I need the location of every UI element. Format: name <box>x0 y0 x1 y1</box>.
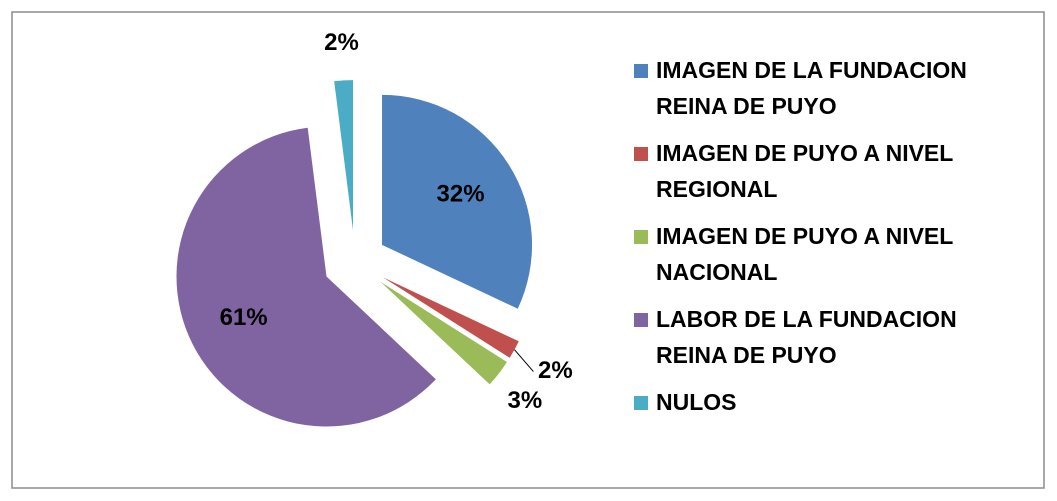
legend-item: NULOS <box>634 384 1014 420</box>
legend-label: LABOR DE LA FUNDACION REINA DE PUYO <box>656 306 957 368</box>
legend-swatch <box>634 64 648 78</box>
data-label: 2% <box>538 357 573 384</box>
pie-slice <box>380 281 507 385</box>
legend-label: IMAGEN DE PUYO A NIVEL NACIONAL <box>656 223 953 285</box>
pie-slice <box>334 80 353 231</box>
data-label: 32% <box>437 180 485 207</box>
legend-swatch <box>634 147 648 161</box>
data-label: 3% <box>508 387 543 414</box>
legend-item: LABOR DE LA FUNDACION REINA DE PUYO <box>634 301 1014 373</box>
legend-item: IMAGEN DE LA FUNDACION REINA DE PUYO <box>634 52 1014 124</box>
pie-slice <box>176 127 436 427</box>
leader-line <box>514 349 534 372</box>
legend-label: NULOS <box>656 389 737 415</box>
legend-swatch <box>634 313 648 327</box>
pie-slice <box>382 94 533 309</box>
data-label: 61% <box>220 304 268 331</box>
legend-label: IMAGEN DE PUYO A NIVEL REGIONAL <box>656 140 953 202</box>
legend-label: IMAGEN DE LA FUNDACION REINA DE PUYO <box>656 57 967 119</box>
legend-item: IMAGEN DE PUYO A NIVEL NACIONAL <box>634 218 1014 290</box>
data-label: 2% <box>324 29 359 56</box>
legend-swatch <box>634 230 648 244</box>
pie-slice <box>383 277 519 358</box>
legend-item: IMAGEN DE PUYO A NIVEL REGIONAL <box>634 135 1014 207</box>
legend-swatch <box>634 396 648 410</box>
